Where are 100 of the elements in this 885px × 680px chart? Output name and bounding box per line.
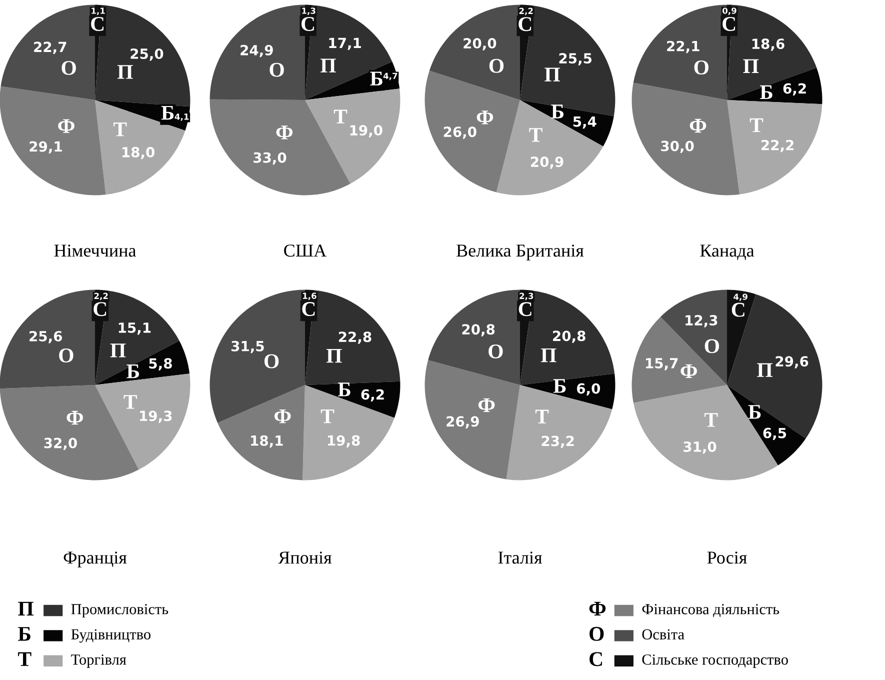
slice-label: Т — [334, 110, 348, 124]
data-label: 22,7 — [34, 42, 66, 54]
text: Промисловість — [71, 604, 168, 618]
category-label: Ф — [589, 602, 606, 616]
text: Франція — [64, 552, 127, 568]
data-label: 19,0 — [350, 125, 382, 138]
text: Японія — [278, 552, 332, 564]
data-label: 5,4 — [573, 116, 596, 129]
text: Фінансова діяльність — [642, 604, 780, 618]
slice-label: П — [326, 348, 342, 363]
text: Росія — [707, 552, 747, 564]
data-label: 33,0 — [254, 152, 286, 165]
slice-label: О — [62, 60, 76, 75]
data-label: 4,9 — [734, 294, 748, 301]
legend-label: С — [302, 302, 315, 316]
data-label: 26,0 — [444, 126, 476, 139]
text: Торгівля — [71, 654, 126, 668]
slice-label: О — [694, 60, 708, 74]
data-label: 29,1 — [30, 141, 62, 154]
data-label: 2,2 — [519, 8, 533, 16]
slice-label: Б — [760, 85, 772, 99]
text: США — [284, 244, 327, 257]
slice-label: Т — [320, 409, 334, 424]
slice-label: Ф — [476, 110, 494, 124]
data-label: 25,0 — [130, 48, 164, 61]
data-label: 22,2 — [762, 140, 794, 152]
slice-label: Т — [124, 395, 137, 409]
data-label: 25,6 — [30, 330, 62, 344]
slice-label: Ф — [58, 119, 74, 133]
legend-label: Б — [370, 72, 382, 86]
data-label: 6,0 — [576, 383, 600, 396]
data-label: 18,0 — [122, 146, 155, 160]
data-label: 6,5 — [763, 428, 786, 440]
data-label: 18,6 — [752, 38, 784, 51]
data-label: 19,3 — [140, 410, 172, 423]
slice-label: Б — [553, 379, 566, 393]
category-label: П — [18, 602, 34, 616]
data-label: 22,8 — [338, 332, 372, 344]
slice-label: Ф — [478, 398, 495, 412]
slice-label: П — [540, 348, 556, 362]
data-label: 5,8 — [149, 358, 172, 370]
slice-label: Т — [750, 118, 764, 132]
data-label: 12,3 — [686, 315, 718, 328]
category-label: Т — [18, 652, 32, 666]
data-label: 4,1 — [174, 114, 189, 121]
text: Сільське господарство — [642, 654, 788, 668]
category-label: Б — [18, 627, 30, 641]
text: Освіта — [642, 629, 684, 640]
slice-label: С — [732, 302, 744, 317]
data-label: 6,2 — [361, 389, 384, 402]
category-label: С — [590, 652, 602, 666]
slice-label: Ф — [690, 118, 706, 133]
data-label: 29,6 — [776, 356, 808, 368]
slice-label: Т — [704, 413, 718, 427]
data-label: 1,6 — [303, 292, 316, 300]
slice-label: П — [110, 344, 126, 358]
slice-label: Ф — [276, 126, 293, 140]
data-label: 20,0 — [464, 38, 496, 50]
slice-label: П — [320, 58, 336, 72]
data-label: 30,0 — [661, 140, 694, 154]
data-label: 17,1 — [329, 38, 361, 50]
data-label: 23,2 — [542, 436, 574, 448]
slice-label: Т — [113, 122, 127, 136]
text: Італія — [498, 552, 542, 564]
data-label: 19,8 — [328, 435, 360, 448]
slice-label: О — [704, 339, 720, 354]
text: Німеччина — [54, 244, 136, 257]
slice-label: П — [544, 68, 560, 82]
data-label: 32,0 — [44, 438, 77, 450]
slice-label: О — [264, 354, 279, 368]
slice-label: Ф — [680, 364, 697, 378]
data-label: 6,2 — [783, 83, 806, 96]
data-label: 4,7 — [383, 72, 398, 80]
data-label: 25,5 — [559, 53, 592, 66]
data-label: 31,0 — [684, 441, 716, 454]
slice-label: Ф — [66, 410, 83, 425]
data-label: 18,1 — [251, 435, 283, 448]
data-label: 31,5 — [231, 340, 264, 354]
slice-label: Б — [748, 405, 761, 419]
data-label: 22,1 — [667, 40, 700, 54]
legend-label: С — [518, 302, 532, 316]
slice-label: Б — [126, 364, 140, 378]
slice-label: Т — [535, 410, 549, 424]
data-label: 24,9 — [240, 44, 273, 58]
category-label: О — [590, 626, 604, 641]
data-label: 20,8 — [462, 324, 495, 336]
slice-label: П — [117, 65, 133, 79]
data-label: 15,1 — [118, 322, 151, 335]
legend-label: Б — [161, 106, 174, 120]
slice-label: О — [270, 62, 284, 77]
slice-label: Ф — [274, 410, 291, 424]
slice-label: П — [743, 59, 759, 73]
data-label: 26,9 — [446, 416, 479, 428]
data-label: 2,3 — [520, 292, 534, 300]
slice-label: Б — [338, 382, 350, 396]
slice-label: О — [488, 344, 503, 358]
slice-label: О — [59, 348, 74, 362]
legend-label: С — [518, 17, 532, 32]
slice-label: О — [489, 58, 504, 73]
slice-label: Б — [551, 104, 564, 118]
